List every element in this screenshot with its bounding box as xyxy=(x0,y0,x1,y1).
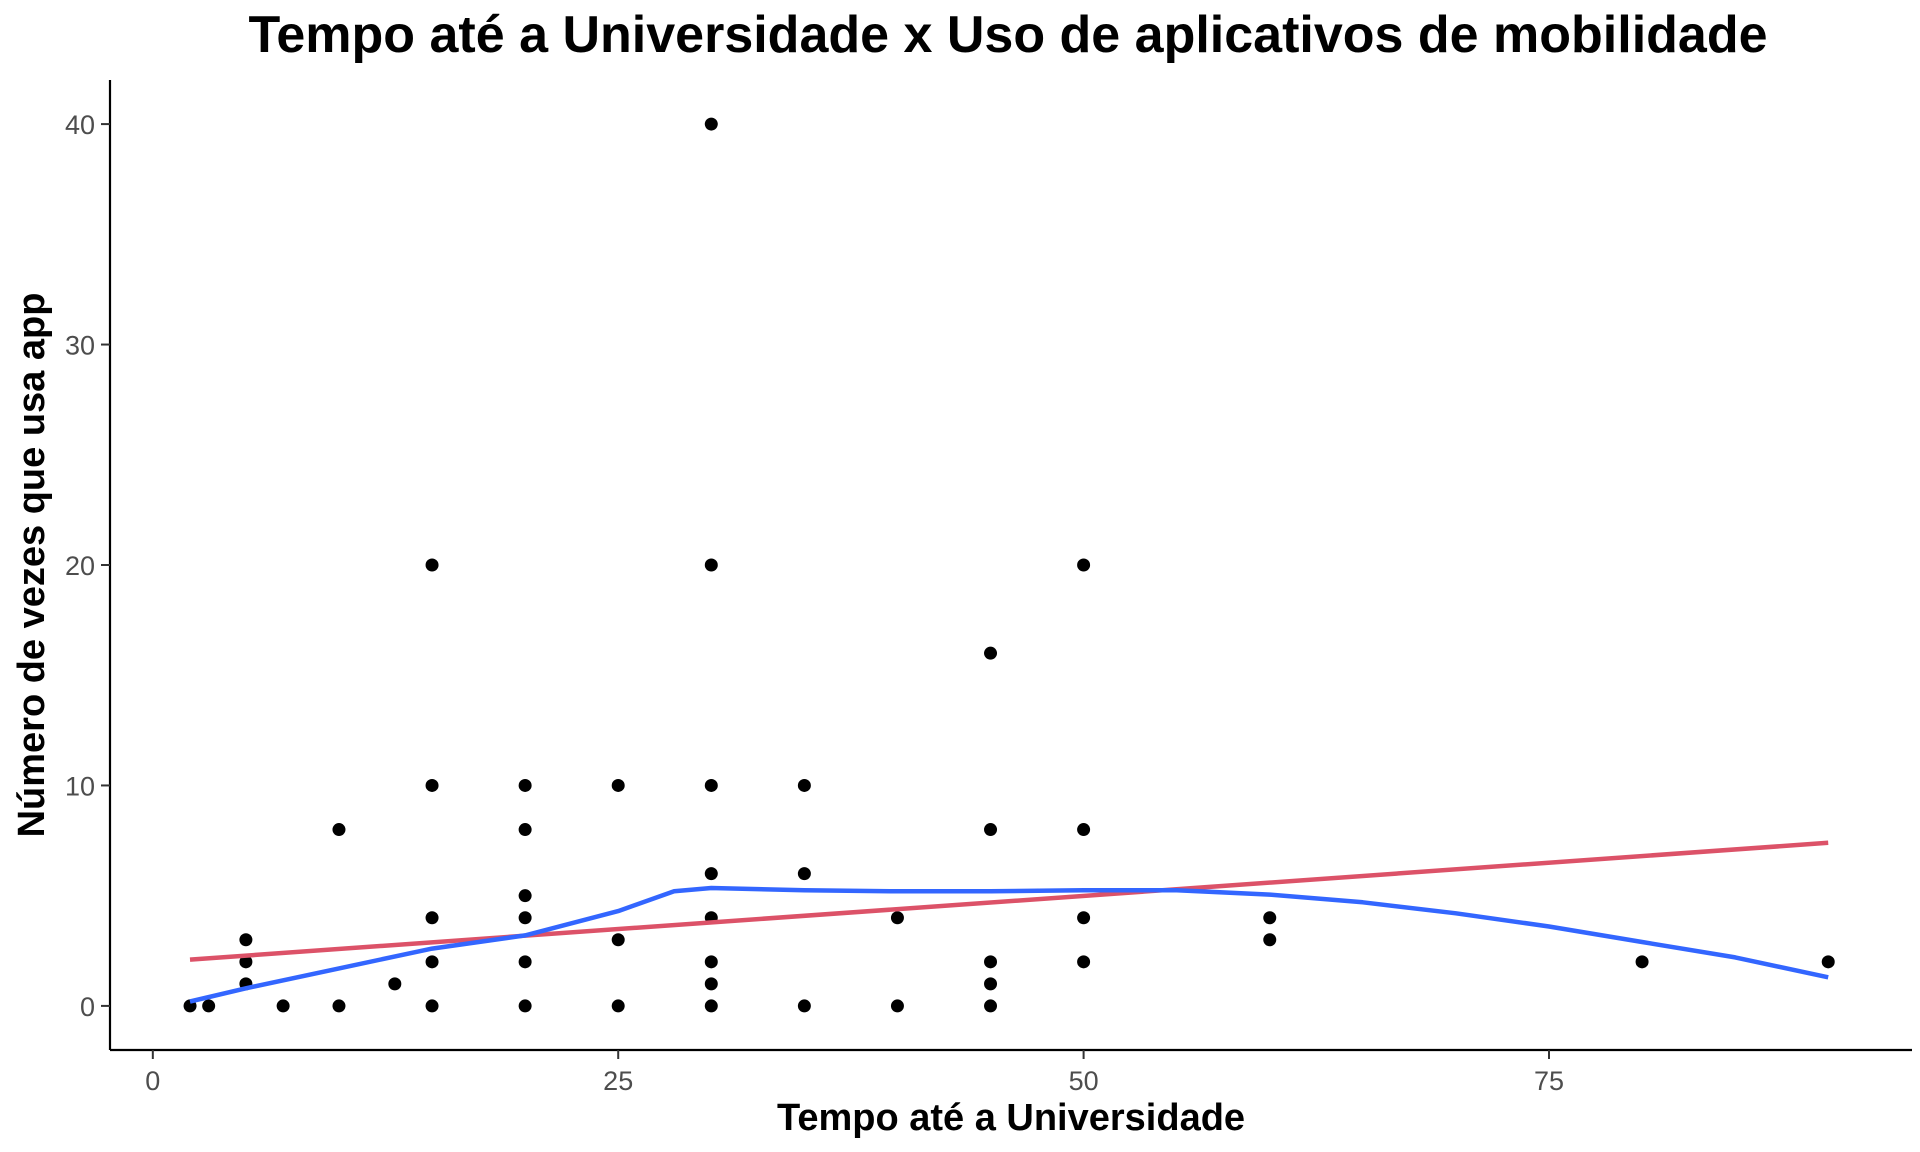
data-point xyxy=(1077,823,1091,837)
data-point xyxy=(425,778,439,792)
data-point xyxy=(239,933,253,947)
data-point xyxy=(611,778,625,792)
y-tick-label: 30 xyxy=(65,331,95,361)
smooth-fit-line xyxy=(189,885,1829,1004)
data-point xyxy=(984,646,998,660)
x-tick-label: 0 xyxy=(145,1066,160,1096)
data-point xyxy=(518,889,532,903)
data-point xyxy=(984,977,998,991)
data-point xyxy=(425,558,439,572)
data-point xyxy=(611,999,625,1013)
data-point xyxy=(890,911,904,925)
data-point xyxy=(518,999,532,1013)
data-point xyxy=(984,823,998,837)
data-point xyxy=(518,955,532,969)
plot-area xyxy=(183,117,1835,1013)
data-point xyxy=(276,999,290,1013)
data-point xyxy=(984,955,998,969)
data-point xyxy=(704,558,718,572)
data-point xyxy=(704,867,718,881)
x-tick-label: 50 xyxy=(1069,1066,1099,1096)
x-tick-label: 25 xyxy=(603,1066,633,1096)
data-point xyxy=(704,117,718,131)
data-point xyxy=(518,823,532,837)
data-point xyxy=(425,999,439,1013)
data-point xyxy=(797,778,811,792)
data-point xyxy=(1635,955,1649,969)
linear-fit-line xyxy=(189,840,1829,962)
x-axis-title: Tempo até a Universidade xyxy=(777,1097,1245,1139)
data-point xyxy=(425,911,439,925)
y-tick-label: 40 xyxy=(65,110,95,140)
y-axis-title: Número de vezes que usa app xyxy=(11,293,53,838)
y-tick-label: 10 xyxy=(65,771,95,801)
data-point xyxy=(890,999,904,1013)
data-point xyxy=(611,933,625,947)
axes xyxy=(108,80,1912,1052)
data-point xyxy=(704,977,718,991)
data-point xyxy=(704,778,718,792)
data-point xyxy=(388,977,402,991)
data-point xyxy=(518,778,532,792)
data-point xyxy=(1263,933,1277,947)
chart-title: Tempo até a Universidade x Uso de aplica… xyxy=(248,6,1767,64)
data-point xyxy=(704,999,718,1013)
data-point xyxy=(518,911,532,925)
data-point xyxy=(1263,911,1277,925)
data-point xyxy=(1077,911,1091,925)
data-point xyxy=(797,999,811,1013)
data-point xyxy=(202,999,216,1013)
data-point xyxy=(239,955,253,969)
data-point xyxy=(425,955,439,969)
y-tick-label: 20 xyxy=(65,551,95,581)
y-tick-label: 0 xyxy=(80,992,95,1022)
data-point xyxy=(1821,955,1835,969)
data-point xyxy=(984,999,998,1013)
data-point xyxy=(1077,955,1091,969)
data-point xyxy=(332,823,346,837)
data-point xyxy=(704,955,718,969)
tick-marks: 0 25 50 75 0 10 20 30 40 xyxy=(65,110,1564,1096)
data-point xyxy=(332,999,346,1013)
data-point xyxy=(1077,558,1091,572)
data-point xyxy=(797,867,811,881)
x-tick-label: 75 xyxy=(1534,1066,1564,1096)
